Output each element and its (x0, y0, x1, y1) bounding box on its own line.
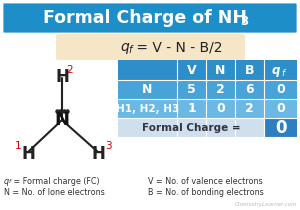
Text: Formal Charge =: Formal Charge = (142, 122, 240, 133)
Text: N = No. of lone electrons: N = No. of lone electrons (4, 188, 105, 197)
Text: 0: 0 (276, 83, 285, 96)
Text: 0: 0 (275, 118, 286, 136)
FancyBboxPatch shape (118, 118, 264, 137)
Text: Formal Charge of NH: Formal Charge of NH (43, 9, 247, 27)
Text: H: H (55, 68, 69, 86)
Text: B: B (245, 63, 254, 76)
Text: H1, H2, H3: H1, H2, H3 (116, 104, 179, 113)
Text: H: H (91, 145, 105, 163)
Text: 6: 6 (245, 83, 254, 96)
Text: 0: 0 (276, 102, 285, 115)
Text: 3: 3 (240, 14, 248, 28)
FancyBboxPatch shape (2, 2, 298, 34)
Text: = Formal charge (FC): = Formal charge (FC) (11, 177, 100, 186)
Text: 3: 3 (105, 141, 111, 151)
Text: 5: 5 (187, 83, 196, 96)
FancyBboxPatch shape (264, 118, 297, 137)
Text: V = No. of valence electrons: V = No. of valence electrons (148, 177, 262, 186)
Text: 0: 0 (216, 102, 225, 115)
Text: N: N (142, 83, 153, 96)
Text: f: f (128, 45, 132, 55)
Text: 2: 2 (67, 65, 73, 75)
Text: f: f (9, 178, 11, 184)
FancyBboxPatch shape (56, 34, 245, 60)
Text: = V - N - B/2: = V - N - B/2 (133, 40, 223, 54)
Text: q: q (271, 63, 280, 76)
Text: N: N (215, 63, 226, 76)
Text: q: q (4, 177, 9, 186)
Text: 1: 1 (15, 141, 21, 151)
Text: ChemistryLearner.com: ChemistryLearner.com (235, 202, 297, 207)
Text: q: q (121, 40, 129, 54)
Text: 1: 1 (187, 102, 196, 115)
Text: N: N (55, 111, 70, 129)
Text: 2: 2 (216, 83, 225, 96)
FancyBboxPatch shape (118, 60, 297, 80)
FancyBboxPatch shape (118, 80, 297, 99)
Text: H: H (21, 145, 35, 163)
Text: V: V (187, 63, 196, 76)
Text: 2: 2 (245, 102, 254, 115)
Text: B = No. of bonding electrons: B = No. of bonding electrons (148, 188, 264, 197)
Text: f: f (281, 68, 285, 77)
FancyBboxPatch shape (118, 99, 297, 118)
